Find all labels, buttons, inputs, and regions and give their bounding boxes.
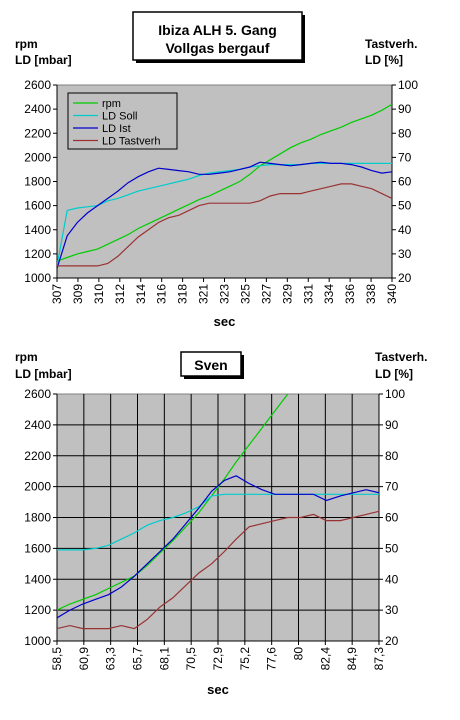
- legend-label: LD Soll: [102, 111, 137, 123]
- x-tick-label: 309: [71, 284, 85, 304]
- y-tick-label-right: 20: [398, 271, 412, 285]
- y-tick-label-left: 1600: [24, 199, 51, 213]
- series-line: [57, 183, 392, 267]
- chart-title: Sven: [194, 357, 227, 373]
- chart-title: Vollgas bergauf: [166, 40, 270, 56]
- x-tick-label: 340: [385, 284, 399, 304]
- y-axis-label-right: LD [%]: [365, 53, 403, 67]
- x-tick-label: 318: [176, 284, 190, 304]
- x-tick-label: 338: [364, 284, 378, 304]
- y-tick-label-right: 40: [398, 223, 412, 237]
- y-tick-label-left: 1600: [24, 541, 51, 555]
- y-tick-label-right: 80: [385, 449, 399, 463]
- y-tick-label-right: 90: [398, 102, 412, 116]
- y-axis-label-left: rpm: [15, 350, 38, 364]
- x-tick-label: 72,9: [211, 647, 225, 671]
- x-tick-label: 63,3: [104, 647, 118, 671]
- x-tick-label: 84,9: [345, 647, 359, 671]
- x-tick-label: 87,3: [372, 647, 386, 671]
- x-tick-label: 60,9: [77, 647, 91, 671]
- x-tick-label: 77,6: [265, 647, 279, 671]
- y-axis-label-left: LD [mbar]: [15, 53, 72, 67]
- y-tick-label-left: 2000: [24, 480, 51, 494]
- y-tick-label-left: 2400: [24, 102, 51, 116]
- series-line: [57, 510, 379, 630]
- y-tick-label-right: 100: [385, 387, 405, 401]
- x-tick-label: 334: [322, 284, 336, 304]
- y-tick-label-left: 1800: [24, 511, 51, 525]
- y-tick-label-left: 2200: [24, 126, 51, 140]
- x-tick-label: 321: [197, 284, 211, 304]
- y-tick-label-right: 60: [385, 511, 399, 525]
- series-line: [57, 475, 379, 619]
- y-tick-label-left: 1800: [24, 175, 51, 189]
- y-axis-label-left: rpm: [15, 37, 38, 51]
- y-tick-label-right: 90: [385, 418, 399, 432]
- legend-label: LD Ist: [102, 123, 131, 135]
- x-tick-label: 331: [301, 284, 315, 304]
- x-tick-label: 65,7: [131, 647, 145, 671]
- chart-title: Ibiza ALH 5. Gang: [158, 22, 277, 38]
- title-box: [132, 11, 303, 61]
- x-tick-label: 336: [343, 284, 357, 304]
- y-tick-label-right: 80: [398, 126, 412, 140]
- x-tick-label: 307: [50, 284, 64, 304]
- x-tick-label: 68,1: [157, 647, 171, 671]
- x-axis-label: sec: [214, 314, 236, 329]
- y-tick-label-left: 2400: [24, 418, 51, 432]
- y-tick-label-right: 70: [398, 150, 412, 164]
- y-tick-label-left: 1000: [24, 271, 51, 285]
- x-tick-label: 75,2: [238, 647, 252, 671]
- y-tick-label-right: 20: [385, 634, 399, 648]
- legend-label: LD Tastverh: [102, 136, 161, 148]
- x-tick-label: 323: [218, 284, 232, 304]
- x-tick-label: 310: [92, 284, 106, 304]
- x-axis-label: sec: [207, 682, 229, 697]
- y-tick-label-right: 50: [398, 199, 412, 213]
- legend-label: rpm: [102, 98, 121, 110]
- y-tick-label-left: 2200: [24, 449, 51, 463]
- x-tick-label: 316: [155, 284, 169, 304]
- x-tick-label: 314: [134, 284, 148, 304]
- x-tick-label: 329: [280, 284, 294, 304]
- x-tick-label: 325: [238, 284, 252, 304]
- y-tick-label-right: 70: [385, 480, 399, 494]
- y-tick-label-right: 60: [398, 175, 412, 189]
- y-tick-label-right: 50: [385, 541, 399, 555]
- y-tick-label-left: 2000: [24, 150, 51, 164]
- y-tick-label-left: 1200: [24, 247, 51, 261]
- y-tick-label-left: 2600: [24, 78, 51, 92]
- y-tick-label-right: 40: [385, 572, 399, 586]
- y-axis-label-right: LD [%]: [375, 367, 413, 381]
- y-tick-label-left: 1000: [24, 634, 51, 648]
- y-tick-label-left: 1400: [24, 223, 51, 237]
- y-axis-label-right: Tastverh.: [365, 37, 417, 51]
- x-tick-label: 58,5: [50, 647, 64, 671]
- x-tick-label: 82,4: [318, 647, 332, 671]
- series-line: [57, 493, 379, 551]
- x-tick-label: 70,5: [184, 647, 198, 671]
- y-tick-label-left: 1400: [24, 572, 51, 586]
- series-line: [57, 394, 289, 611]
- y-tick-label-left: 2600: [24, 387, 51, 401]
- y-tick-label-right: 30: [385, 603, 399, 617]
- legend-box: [67, 92, 178, 150]
- series-line: [57, 103, 392, 262]
- x-tick-label: 80: [292, 647, 306, 661]
- series-line: [57, 161, 392, 269]
- x-tick-label: 327: [259, 284, 273, 304]
- y-tick-label-right: 30: [398, 247, 412, 261]
- title-box: [180, 351, 242, 377]
- y-tick-label-right: 100: [398, 78, 418, 92]
- y-tick-label-left: 1200: [24, 603, 51, 617]
- y-axis-label-right: Tastverh.: [375, 350, 427, 364]
- x-tick-label: 312: [113, 284, 127, 304]
- y-axis-label-left: LD [mbar]: [15, 367, 72, 381]
